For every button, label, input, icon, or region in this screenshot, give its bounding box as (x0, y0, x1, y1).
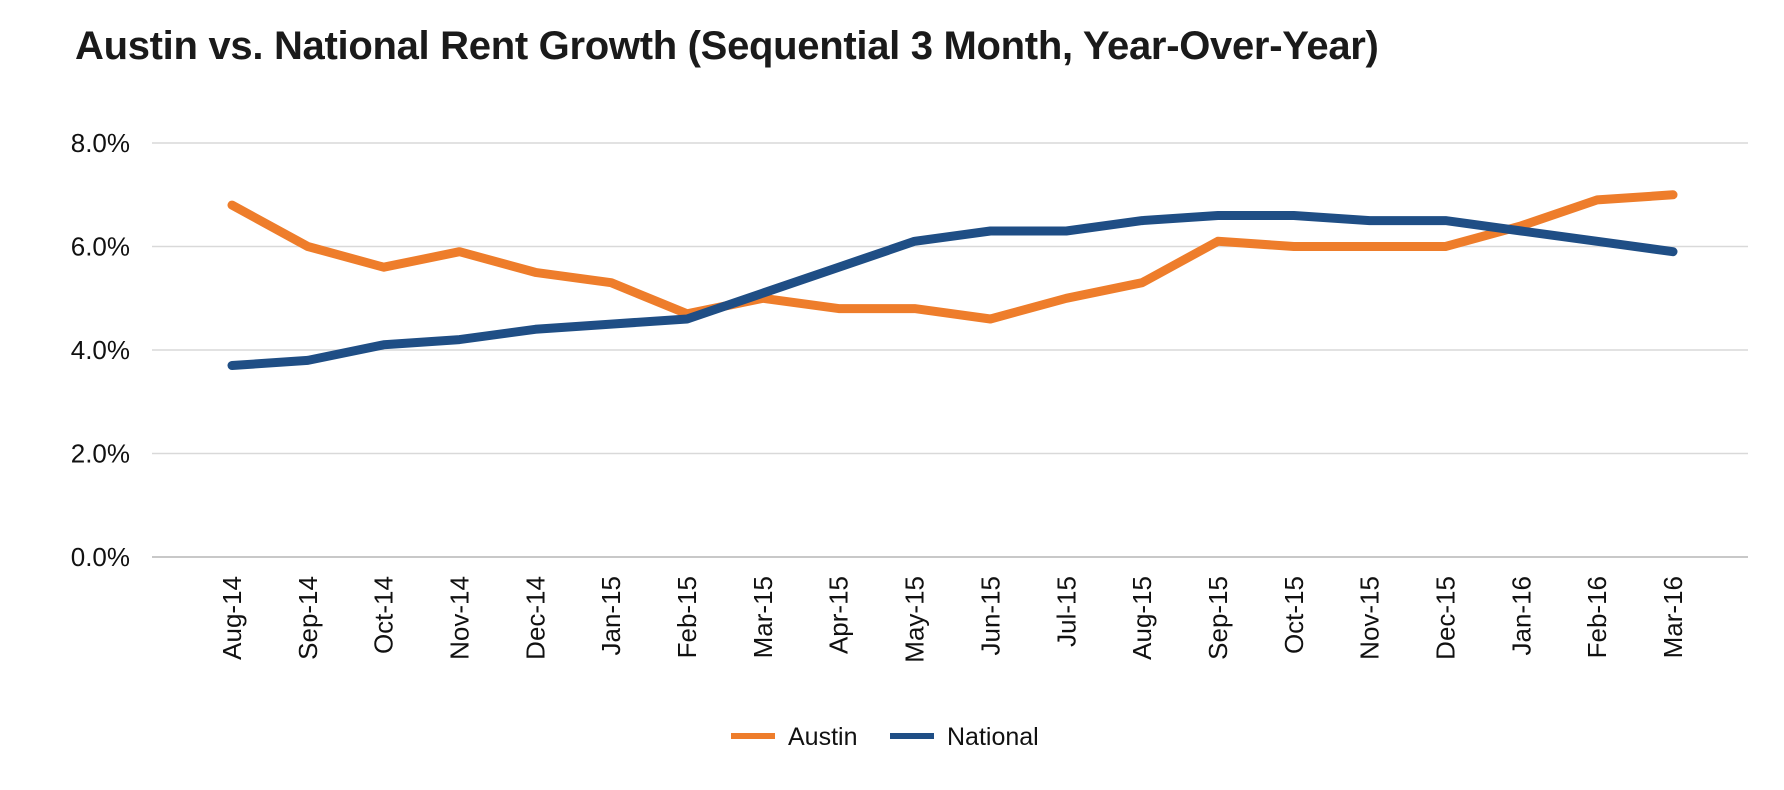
x-tick-label: Jun-15 (975, 576, 1005, 656)
legend-label-national: National (947, 723, 1039, 751)
x-tick-label: Dec-15 (1430, 576, 1460, 660)
x-tick-label: Sep-14 (293, 576, 323, 660)
chart-title: Austin vs. National Rent Growth (Sequent… (75, 24, 1379, 68)
legend: Austin National (731, 723, 1039, 751)
x-tick-label: Mar-15 (748, 576, 778, 658)
x-tick-label: Oct-15 (1279, 576, 1309, 654)
x-tick-label: May-15 (900, 576, 930, 663)
x-tick-label: Sep-15 (1203, 576, 1233, 660)
grid-lines (152, 142, 1748, 558)
y-axis-ticks: 0.0% 2.0% 4.0% 6.0% 8.0% (71, 128, 130, 572)
y-tick-label: 6.0% (71, 232, 130, 262)
series-line-national (227, 211, 1678, 370)
x-tick-label: Feb-16 (1582, 576, 1612, 658)
series-lines (227, 190, 1678, 370)
x-tick-label: Jul-15 (1051, 576, 1081, 647)
y-tick-label: 0.0% (71, 542, 130, 572)
x-tick-label: Nov-14 (445, 576, 475, 660)
y-tick-label: 8.0% (71, 128, 130, 158)
y-tick-label: 4.0% (71, 335, 130, 365)
x-tick-label: Nov-15 (1355, 576, 1385, 660)
x-tick-label: Aug-14 (217, 576, 247, 660)
x-tick-label: Dec-14 (520, 576, 550, 660)
x-tick-label: Jan-16 (1506, 576, 1536, 656)
x-tick-label: Jan-15 (596, 576, 626, 656)
x-tick-label: Apr-15 (824, 576, 854, 654)
y-tick-label: 2.0% (71, 439, 130, 469)
x-tick-label: Oct-14 (369, 576, 399, 654)
x-tick-label: Mar-16 (1658, 576, 1688, 658)
x-axis-ticks: Aug-14 Sep-14 Oct-14 Nov-14 Dec-14 Jan-15 Feb-… (217, 576, 1688, 663)
x-tick-label: Aug-15 (1127, 576, 1157, 660)
legend-label-austin: Austin (788, 723, 857, 751)
series-line-austin (227, 190, 1678, 324)
x-tick-label: Feb-15 (672, 576, 702, 658)
